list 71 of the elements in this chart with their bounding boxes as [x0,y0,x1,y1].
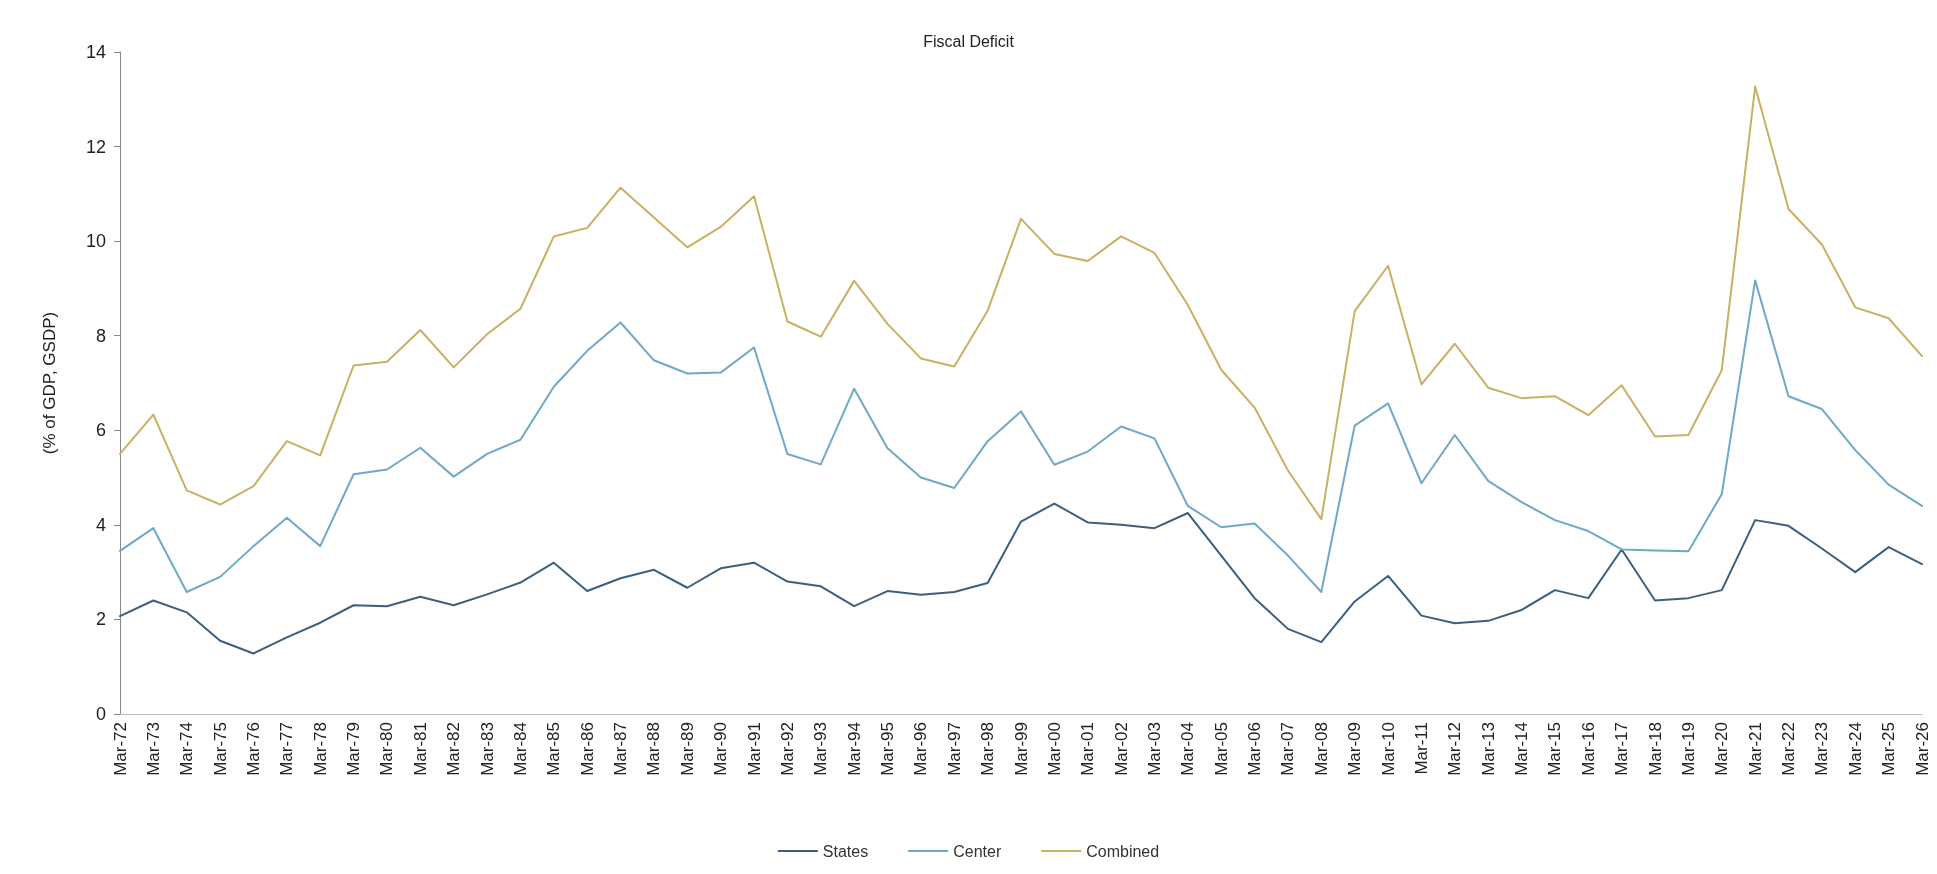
x-tick-label: Mar-24 [1845,722,1865,776]
x-tick-label: Mar-21 [1745,722,1765,776]
x-tick-label: Mar-14 [1512,722,1532,776]
x-tick-label: Mar-20 [1712,722,1732,776]
x-tick-label: Mar-74 [177,722,197,776]
y-tick-label: 14 [85,42,106,62]
x-tick-label: Mar-77 [277,722,297,776]
x-tick-label: Mar-98 [978,722,998,776]
chart-title: Fiscal Deficit [923,32,1015,50]
x-tick-label: Mar-94 [844,722,864,776]
x-tick-label: Mar-93 [811,722,831,776]
x-tick-label: Mar-22 [1779,722,1799,776]
x-tick-label: Mar-79 [344,722,364,776]
y-tick-label: 10 [85,231,106,252]
x-tick-label: Mar-75 [210,722,230,776]
y-tick-label: 0 [95,704,106,724]
x-tick-label: Mar-92 [777,722,797,776]
legend-label: Combined [1086,842,1160,860]
x-tick-label: Mar-00 [1044,722,1064,776]
x-tick-label: Mar-84 [510,722,530,776]
x-tick-label: Mar-76 [243,722,263,776]
line-series [119,279,1923,593]
y-tick-label: 8 [95,325,106,346]
x-tick-label: Mar-87 [611,722,631,776]
x-tick-label: Mar-15 [1545,722,1565,776]
x-tick-label: Mar-06 [1245,722,1265,776]
x-tick-label: Mar-88 [644,722,664,776]
x-tick-label: Mar-25 [1879,722,1899,776]
x-tick-label: Mar-19 [1678,722,1698,776]
x-tick-label: Mar-85 [544,722,564,776]
x-tick-label: Mar-80 [377,722,397,776]
x-tick-label: Mar-96 [911,722,931,776]
line-series [119,502,1923,655]
x-tick-label: Mar-01 [1078,722,1098,776]
x-tick-label: Mar-08 [1311,722,1331,776]
x-tick-label: Mar-04 [1178,722,1198,776]
legend-label: Center [953,842,1002,860]
y-tick-label: 2 [95,609,106,630]
x-tick-label: Mar-12 [1445,722,1465,776]
x-tick-label: Mar-10 [1378,722,1398,776]
x-tick-label: Mar-73 [143,722,163,776]
y-tick-label: 6 [95,420,106,441]
x-tick-label: Mar-90 [711,722,731,776]
x-tick-label: Mar-18 [1645,722,1665,776]
x-tick-label: Mar-23 [1812,722,1832,776]
x-tick-label: Mar-26 [1912,722,1932,776]
x-tick-label: Mar-82 [444,722,464,776]
x-tick-label: Mar-02 [1111,722,1131,776]
x-tick-label: Mar-78 [310,722,330,776]
x-tick-label: Mar-89 [677,722,697,776]
x-tick-label: Mar-97 [944,722,964,776]
x-tick-label: Mar-13 [1478,722,1498,776]
y-tick-label: 12 [85,136,106,157]
legend-label: States [822,842,869,860]
x-tick-label: Mar-03 [1144,722,1164,776]
x-tick-label: Mar-05 [1211,722,1231,776]
x-tick-label: Mar-16 [1578,722,1598,776]
x-tick-label: Mar-81 [410,722,430,776]
x-tick-label: Mar-91 [744,722,764,776]
x-tick-label: Mar-72 [110,722,130,776]
line-series [119,85,1923,521]
x-tick-label: Mar-86 [577,722,597,776]
x-tick-label: Mar-17 [1612,722,1632,776]
y-axis-title: (% of GDP, GSDP) [40,311,59,455]
x-tick-label: Mar-09 [1345,722,1365,776]
x-tick-label: Mar-11 [1411,722,1431,775]
x-tick-label: Mar-99 [1011,722,1031,776]
x-tick-label: Mar-07 [1278,722,1298,776]
x-tick-label: Mar-95 [878,722,898,776]
y-tick-label: 4 [95,514,106,535]
x-tick-label: Mar-83 [477,722,497,776]
